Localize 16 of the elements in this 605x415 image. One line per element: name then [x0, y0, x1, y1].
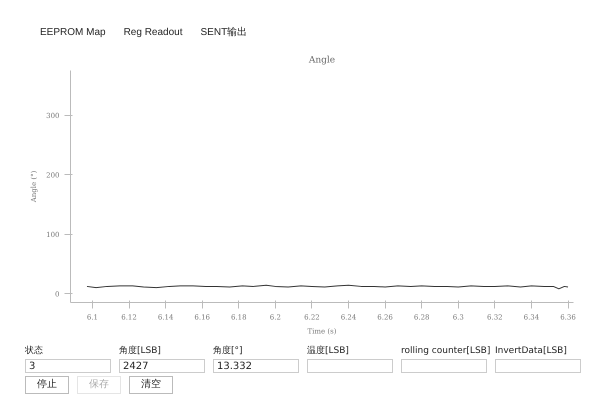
text: rolling counter[LSB]	[401, 345, 492, 358]
text: 清空	[129, 376, 173, 394]
text: Reg Readout	[122, 26, 184, 40]
text: 停止	[25, 376, 69, 394]
text: 温度[LSB]	[307, 345, 350, 358]
text: 3	[25, 359, 111, 373]
text: InvertData[LSB]	[495, 345, 568, 358]
text: SENT输出	[192, 24, 256, 41]
text: 2427	[119, 359, 205, 373]
chart-title: Angle	[308, 56, 336, 66]
text: 状态	[25, 345, 44, 358]
text: 13.332	[213, 359, 299, 373]
text: 角度[LSB]	[119, 345, 162, 358]
text: EEPROM Map	[39, 26, 107, 40]
text: 保存	[77, 376, 121, 394]
text: 角度[°]	[213, 345, 244, 358]
